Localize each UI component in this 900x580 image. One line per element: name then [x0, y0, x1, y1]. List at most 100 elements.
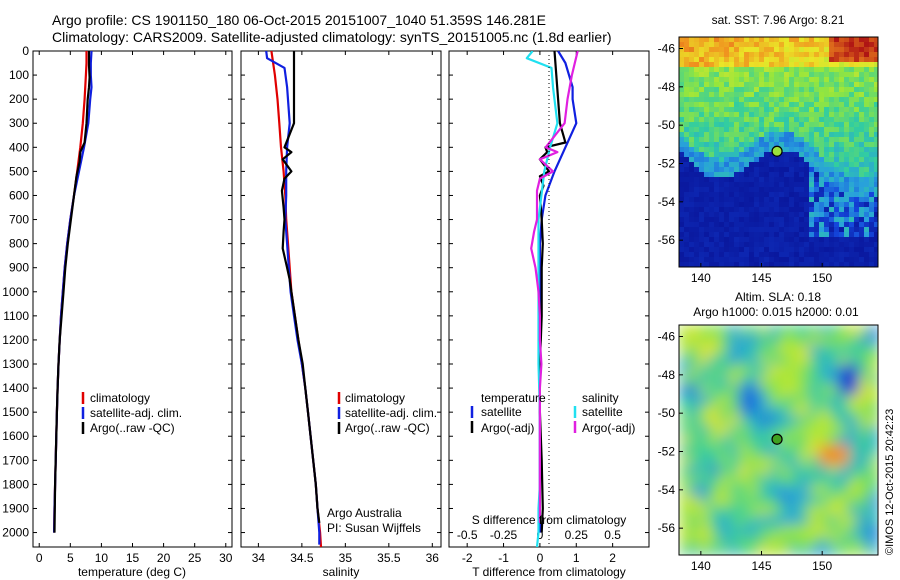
map-cell [809, 465, 820, 476]
map-cell [709, 325, 720, 336]
map-cell [859, 455, 870, 466]
map-cell [794, 67, 800, 73]
map-cell [684, 72, 690, 78]
map-cell [784, 72, 790, 78]
map-cell [704, 82, 710, 88]
map-cell [774, 217, 780, 223]
map-cell [734, 207, 740, 213]
map-cell [714, 57, 720, 63]
map-cell [804, 227, 810, 233]
map-cell [809, 212, 815, 218]
map-cell [774, 112, 780, 118]
map-cell [804, 202, 810, 208]
map-cell [739, 385, 750, 396]
map-cell [684, 122, 690, 128]
map-cell [849, 445, 860, 456]
map-cell [739, 147, 745, 153]
map-cell [714, 147, 720, 153]
y-tick-label: 400 [9, 140, 29, 154]
map-cell [819, 57, 825, 63]
map-cell [789, 242, 795, 248]
map-cell [824, 247, 830, 253]
map-cell [729, 385, 740, 396]
map-cell [729, 122, 735, 128]
map-cell [834, 227, 840, 233]
map-cell [859, 87, 865, 93]
map-cell [869, 37, 875, 43]
map-cell [864, 67, 870, 73]
map-cell [839, 232, 845, 238]
map-cell [759, 395, 770, 406]
map-cell [689, 525, 700, 536]
map-cell [719, 222, 725, 228]
map-cell [769, 247, 775, 253]
map-cell [719, 405, 730, 416]
map-cell [814, 42, 820, 48]
map-cell [734, 47, 740, 53]
map-cell [719, 227, 725, 233]
x-tick-label: 34.5 [290, 551, 314, 565]
map-cell [724, 182, 730, 188]
map-cell [769, 395, 780, 406]
map-cell [824, 97, 830, 103]
map-cell [834, 157, 840, 163]
map-cell [824, 217, 830, 223]
map-cell [834, 147, 840, 153]
map-cell [749, 217, 755, 223]
map-cell [849, 385, 860, 396]
y-tick-label: 100 [9, 68, 29, 82]
map-cell [734, 87, 740, 93]
map-cell [854, 52, 860, 58]
map-cell [844, 222, 850, 228]
map-cell [834, 202, 840, 208]
map-cell [709, 202, 715, 208]
map-cell [729, 187, 735, 193]
map-cell [834, 247, 840, 253]
map-cell [684, 217, 690, 223]
map-cell [829, 505, 840, 516]
map-cell [699, 102, 705, 108]
map-cell [779, 57, 785, 63]
map-cell [759, 177, 765, 183]
map-cell [719, 122, 725, 128]
map-cell [724, 112, 730, 118]
map-cell [764, 112, 770, 118]
map-cell [709, 335, 720, 346]
map-cell [784, 62, 790, 68]
map-cell [789, 252, 795, 258]
map-cell [689, 57, 695, 63]
map-cell [709, 152, 715, 158]
map-cell [864, 182, 870, 188]
map-cell [824, 212, 830, 218]
map-cell [824, 262, 830, 267]
map-cell [739, 182, 745, 188]
map-cell [679, 62, 685, 68]
map-cell [789, 325, 800, 336]
map-cell [869, 515, 878, 526]
map-cell [694, 177, 700, 183]
map-cell [734, 262, 740, 267]
map-cell [789, 495, 800, 506]
map-cell [874, 162, 878, 168]
map-cell [684, 117, 690, 123]
map-cell [759, 465, 770, 476]
map-cell [749, 375, 760, 386]
map-cell [874, 207, 878, 213]
map-cell [814, 122, 820, 128]
map-cell [689, 192, 695, 198]
map-cell [714, 47, 720, 53]
map-cell [859, 385, 870, 396]
map-cell [769, 162, 775, 168]
map-cell [859, 102, 865, 108]
map-cell [874, 142, 878, 148]
map-cell [864, 207, 870, 213]
map-cell [709, 192, 715, 198]
map-cell [844, 157, 850, 163]
map-cell [869, 172, 875, 178]
map-cell [759, 247, 765, 253]
map-cell [694, 112, 700, 118]
map-cell [844, 242, 850, 248]
map-cell [714, 42, 720, 48]
map-cell [704, 242, 710, 248]
map-cell [694, 47, 700, 53]
